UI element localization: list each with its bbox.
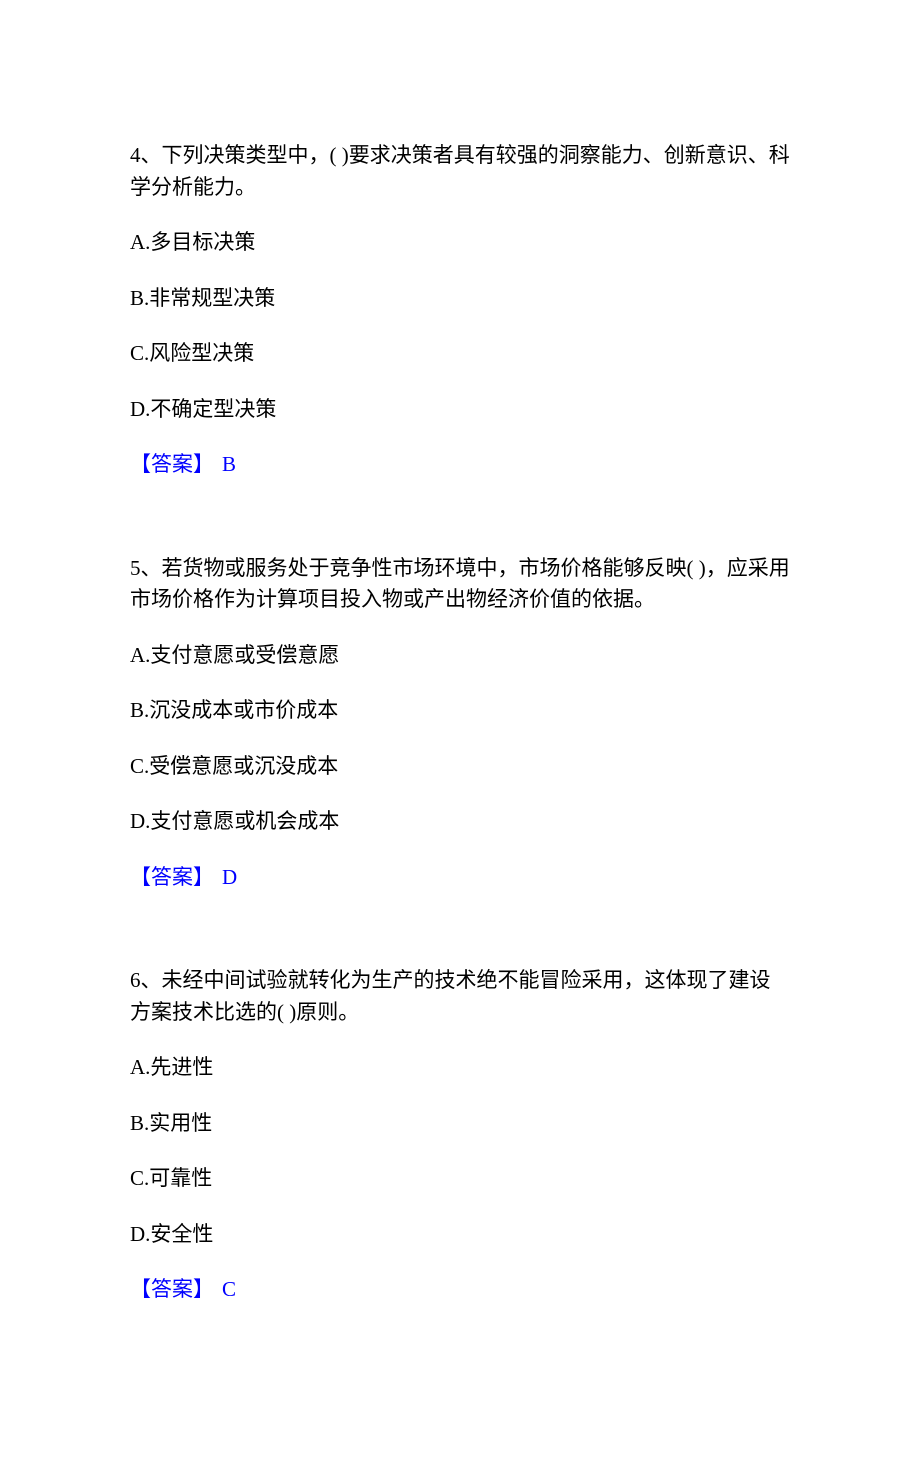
option-c: C.风险型决策: [130, 338, 790, 370]
answer-label: 【答案】: [130, 865, 214, 889]
option-d: D.支付意愿或机会成本: [130, 806, 790, 838]
option-d: D.不确定型决策: [130, 394, 790, 426]
option-a: A.支付意愿或受偿意愿: [130, 640, 790, 672]
question-text: 5、若货物或服务处于竞争性市场环境中，市场价格能够反映( )，应采用市场价格作为…: [130, 553, 790, 616]
option-b: B.沉没成本或市价成本: [130, 695, 790, 727]
question-number: 4、: [130, 143, 162, 167]
question-body: 下列决策类型中，( )要求决策者具有较强的洞察能力、创新意识、科学分析能力。: [130, 143, 790, 199]
answer-line: 【答案】 C: [130, 1274, 790, 1306]
option-b: B.实用性: [130, 1108, 790, 1140]
question-text: 4、下列决策类型中，( )要求决策者具有较强的洞察能力、创新意识、科学分析能力。: [130, 140, 790, 203]
question-body: 若货物或服务处于竞争性市场环境中，市场价格能够反映( )，应采用市场价格作为计算…: [130, 556, 790, 612]
answer-value: C: [222, 1277, 236, 1301]
option-a: A.多目标决策: [130, 227, 790, 259]
question-block-4: 4、下列决策类型中，( )要求决策者具有较强的洞察能力、创新意识、科学分析能力。…: [130, 140, 790, 481]
option-d: D.安全性: [130, 1219, 790, 1251]
answer-value: B: [222, 452, 236, 476]
answer-value: D: [222, 865, 237, 889]
answer-label: 【答案】: [130, 1277, 214, 1301]
option-b: B.非常规型决策: [130, 283, 790, 315]
option-c: C.可靠性: [130, 1163, 790, 1195]
answer-line: 【答案】 D: [130, 862, 790, 894]
question-text: 6、未经中间试验就转化为生产的技术绝不能冒险采用，这体现了建设方案技术比选的( …: [130, 965, 790, 1028]
option-c: C.受偿意愿或沉没成本: [130, 751, 790, 783]
answer-line: 【答案】 B: [130, 449, 790, 481]
question-body: 未经中间试验就转化为生产的技术绝不能冒险采用，这体现了建设方案技术比选的( )原…: [130, 968, 771, 1024]
answer-label: 【答案】: [130, 452, 214, 476]
option-a: A.先进性: [130, 1052, 790, 1084]
question-block-6: 6、未经中间试验就转化为生产的技术绝不能冒险采用，这体现了建设方案技术比选的( …: [130, 965, 790, 1306]
question-block-5: 5、若货物或服务处于竞争性市场环境中，市场价格能够反映( )，应采用市场价格作为…: [130, 553, 790, 894]
question-number: 6、: [130, 968, 162, 992]
question-number: 5、: [130, 556, 162, 580]
